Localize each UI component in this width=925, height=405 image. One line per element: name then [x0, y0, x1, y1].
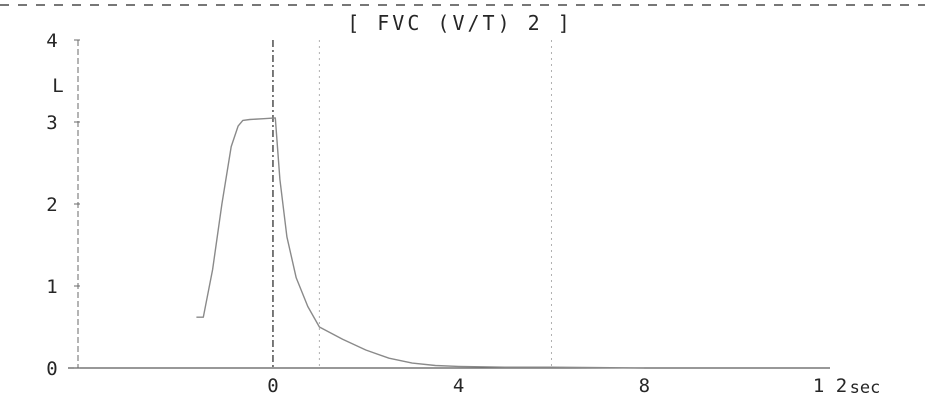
y-tick-label-3: 3: [46, 112, 57, 134]
y-tick-label-2: 2: [46, 194, 57, 216]
series-line-0: [196, 117, 645, 369]
x-tick-label-3: 1 2: [813, 375, 847, 397]
x-tick-label-2: 8: [639, 375, 650, 397]
chart-title: [ FVC (V/T) 2 ]: [347, 11, 573, 35]
y-tick-label-0: 0: [46, 358, 57, 380]
x-axis-unit-label: sec: [850, 378, 881, 398]
y-tick-label-1: 1: [46, 276, 57, 298]
y-tick-label-4: 4: [46, 30, 57, 52]
x-tick-label-0: 0: [267, 375, 278, 397]
y-axis-unit-label: L: [52, 75, 63, 97]
x-tick-label-1: 4: [453, 375, 464, 397]
